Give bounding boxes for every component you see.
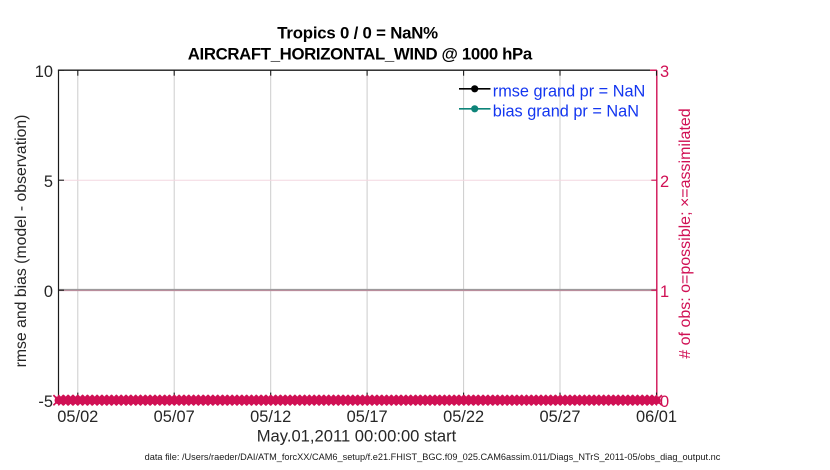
- svg-text:Tropics 0 / 0 = NaN%: Tropics 0 / 0 = NaN%: [277, 24, 438, 43]
- svg-text:06/01: 06/01: [636, 408, 677, 426]
- svg-text:rmse and bias (model - observa: rmse and bias (model - observation): [13, 115, 30, 368]
- svg-text:data file: /Users/raeder/DAI/A: data file: /Users/raeder/DAI/ATM_forcXX/…: [145, 452, 721, 462]
- svg-text:5: 5: [44, 173, 53, 191]
- svg-text:2: 2: [660, 173, 669, 191]
- svg-text:05/27: 05/27: [539, 408, 580, 426]
- svg-text:05/02: 05/02: [57, 408, 98, 426]
- svg-text:0: 0: [660, 393, 669, 411]
- svg-text:AIRCRAFT_HORIZONTAL_WIND @ 100: AIRCRAFT_HORIZONTAL_WIND @ 1000 hPa: [188, 45, 533, 64]
- svg-text:May.01,2011 00:00:00 start: May.01,2011 00:00:00 start: [257, 427, 457, 446]
- svg-text:10: 10: [35, 63, 53, 81]
- svg-text:0: 0: [44, 283, 53, 301]
- svg-text:05/07: 05/07: [154, 408, 195, 426]
- svg-text:3: 3: [660, 63, 669, 81]
- svg-text:1: 1: [660, 283, 669, 301]
- svg-text:bias grand pr = NaN: bias grand pr = NaN: [493, 103, 639, 121]
- svg-text:05/12: 05/12: [250, 408, 291, 426]
- svg-text:-5: -5: [38, 393, 53, 411]
- svg-text:# of obs: o=possible; ×=assimi: # of obs: o=possible; ×=assimilated: [677, 108, 694, 358]
- svg-text:rmse grand pr = NaN: rmse grand pr = NaN: [493, 83, 645, 101]
- svg-text:05/17: 05/17: [347, 408, 388, 426]
- svg-text:05/22: 05/22: [443, 408, 484, 426]
